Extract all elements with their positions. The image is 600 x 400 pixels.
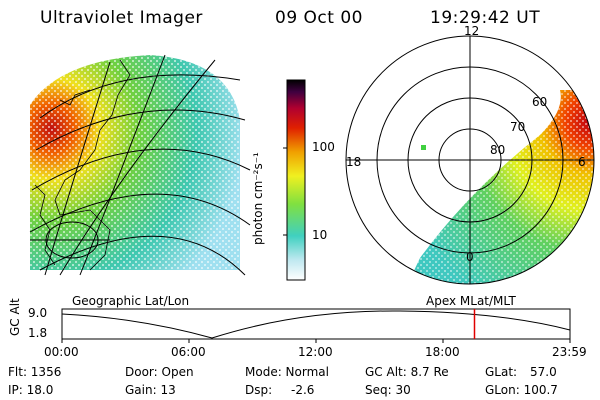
date-readout: 09 Oct 00 [275, 8, 363, 28]
timeline-ytick-high: 9.0 [28, 306, 48, 320]
lat-label-80: 80 [490, 143, 506, 157]
status-glon: GLon: 100.7 [485, 383, 558, 397]
left-panel-caption: Geographic Lat/Lon [72, 294, 190, 308]
timeline-xtick-0: 00:00 [44, 345, 79, 359]
mlt-label-0: 0 [466, 250, 474, 264]
timeline-ytick-low: 1.8 [28, 326, 48, 340]
colorbar-tick-100: 100 [312, 140, 335, 154]
colorbar-tick-10: 10 [312, 228, 328, 242]
status-ip: IP: 18.0 [8, 383, 54, 397]
timeline-xtick-1: 06:00 [171, 345, 206, 359]
mlt-label-18: 18 [346, 155, 362, 169]
colorbar-unit-label: photon cm⁻²s⁻¹ [251, 152, 265, 245]
status-door: Door: Open [125, 365, 194, 379]
timeline-xtick-4: 23:59 [552, 345, 587, 359]
status-flt: Flt: 1356 [8, 365, 62, 379]
status-seq: Seq: 30 [365, 383, 411, 397]
status-mode: Mode: Normal [245, 365, 329, 379]
status-gain: Gain: 13 [125, 383, 176, 397]
status-glat-label: GLat: [485, 365, 518, 379]
time-readout: 19:29:42 UT [430, 8, 541, 28]
mlt-label-12: 12 [464, 24, 480, 38]
lat-label-70: 70 [510, 120, 526, 134]
timeline-axis-label: GC Alt [8, 298, 22, 336]
altitude-timeline [61, 308, 571, 343]
lat-label-60: 60 [532, 95, 548, 109]
geographic-image [29, 54, 251, 276]
mlt-label-6: 6 [578, 155, 586, 169]
app-title: Ultraviolet Imager [40, 8, 203, 28]
colorbar [283, 79, 306, 281]
status-dsp-label: Dsp: [245, 383, 273, 397]
status-gc-alt: GC Alt: 8.7 Re [365, 365, 449, 379]
timeline-xtick-2: 12:00 [298, 345, 333, 359]
status-dsp-value: -2.6 [291, 383, 315, 397]
right-panel-caption: Apex MLat/MLT [426, 294, 516, 308]
polar-plot [345, 35, 595, 285]
status-glat-value: 57.0 [530, 365, 557, 379]
timeline-xtick-3: 18:00 [425, 345, 460, 359]
